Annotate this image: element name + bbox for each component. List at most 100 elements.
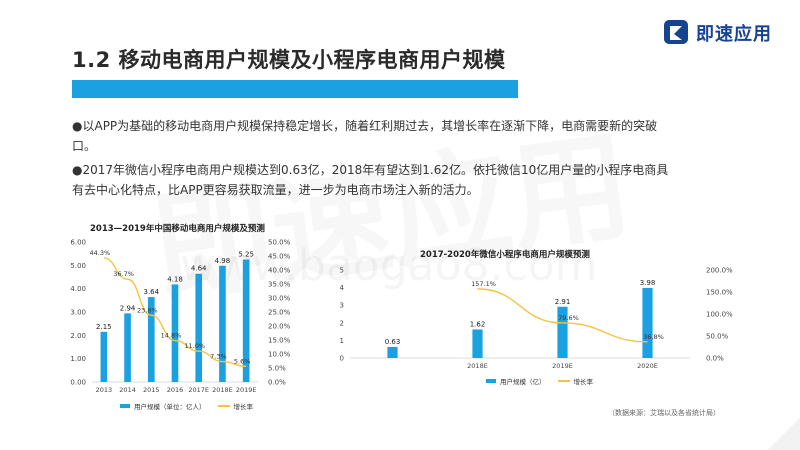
left-axis-tick: 1	[340, 337, 344, 345]
growth-rate-label: 36.8%	[643, 333, 664, 341]
category-label: 2018E	[212, 386, 233, 394]
left-axis-tick: 4	[340, 284, 345, 292]
brand-logo: 即速应用	[662, 14, 792, 50]
right-axis-tick: 0.0%	[268, 379, 286, 387]
bar-value-label: 5.25	[238, 251, 254, 259]
bar-value-label: 3.98	[640, 279, 656, 287]
growth-rate-label: 44.3%	[90, 249, 111, 257]
bar	[100, 331, 108, 382]
right-axis-tick: 0.0%	[706, 355, 724, 363]
bar-value-label: 2.94	[120, 304, 136, 312]
bar-value-label: 4.64	[191, 265, 207, 273]
bullet-list: ●以APP为基础的移动电商用户规模保持稳定增长，随着红利期过去，其增长率在逐渐下…	[72, 116, 672, 204]
chart1-title: 2013—2019年中国移动电商用户规模及预测	[90, 224, 265, 234]
legend-line-swatch	[557, 380, 570, 382]
left-axis-tick: 0	[340, 355, 344, 363]
right-axis-tick: 45.0%	[268, 253, 291, 261]
legend-bar-label: 用户规模（亿）	[500, 378, 546, 386]
growth-rate-label: 7.3%	[210, 353, 227, 361]
growth-rate-label: 157.1%	[471, 280, 496, 288]
bar-value-label: 2.15	[96, 323, 112, 331]
legend-line-label: 增长率	[573, 378, 594, 386]
left-axis-tick: 1.00	[70, 355, 86, 363]
bar	[242, 259, 250, 382]
bar-value-label: 3.64	[143, 288, 159, 296]
left-axis-tick: 2	[340, 319, 344, 327]
bar-value-label: 4.18	[167, 275, 183, 283]
right-axis-tick: 150.0%	[706, 289, 733, 297]
chart1-legend: 用户规模（单位：亿人） 增长率	[120, 401, 253, 411]
growth-rate-label: 14.8%	[161, 332, 182, 340]
bar-value-label: 2.91	[555, 298, 571, 306]
right-axis-tick: 100.0%	[706, 311, 733, 319]
right-axis-tick: 5.0%	[268, 365, 286, 373]
right-axis-tick: 200.0%	[706, 267, 733, 275]
data-source-note: （数据来源：艾瑞以及各省统计局）	[608, 409, 720, 417]
right-axis-tick: 30.0%	[268, 295, 291, 303]
bar-value-label: 0.63	[385, 338, 401, 346]
growth-rate-line	[103, 257, 247, 368]
bar	[195, 273, 203, 382]
bullet-text: 2017年微信小程序电商用户规模达到0.63亿，2018年有望达到1.62亿。依…	[72, 163, 669, 197]
bar	[387, 346, 398, 358]
right-axis-tick: 10.0%	[268, 351, 291, 359]
left-axis-tick: 6.00	[70, 239, 86, 247]
title-underline-bar	[72, 80, 518, 98]
growth-rate-label: 5.6%	[234, 357, 251, 365]
growth-rate-label: 79.6%	[558, 314, 579, 322]
right-axis-tick: 40.0%	[268, 267, 291, 275]
category-label: 2019E	[236, 386, 257, 394]
left-axis-tick: 2.00	[70, 332, 86, 340]
right-axis-tick: 50.0%	[706, 333, 729, 341]
bullet-dot: ●	[72, 119, 83, 133]
page-corner	[760, 410, 800, 450]
bar-value-label: 4.98	[215, 257, 231, 265]
right-axis-tick: 50.0%	[268, 239, 291, 247]
category-label: 2017E	[188, 386, 209, 394]
bar	[171, 284, 179, 382]
bar	[472, 329, 483, 358]
page-title-wrap: 1.2 移动电商用户规模及小程序电商用户规模	[72, 44, 506, 74]
bullet-text: 以APP为基础的移动电商用户规模保持稳定增长，随着红利期过去，其增长率在逐渐下降…	[72, 119, 658, 153]
growth-rate-label: 23.8%	[137, 306, 158, 314]
chart1-mobile-ecommerce: 0.00 1.00 2.00 3.00 4.00 5.00 6.00 0.0% 5.0% 10.0…	[70, 239, 291, 395]
legend-line-swatch	[217, 405, 230, 407]
left-axis-tick: 4.00	[70, 285, 86, 293]
bar	[642, 287, 653, 358]
chart2-miniprogram-ecommerce: 0123450.0%50.0%100.0%150.0%200.0%0.631.6…	[340, 267, 734, 371]
bullet-item: ●以APP为基础的移动电商用户规模保持稳定增长，随着红利期过去，其增长率在逐渐下…	[72, 116, 672, 156]
bullet-dot: ●	[72, 163, 83, 177]
right-axis-tick: 35.0%	[268, 281, 291, 289]
logo-icon	[664, 20, 688, 44]
bar	[557, 306, 568, 358]
growth-rate-label: 36.7%	[113, 270, 134, 278]
left-axis-tick: 5	[340, 267, 344, 275]
category-label: 2020E	[637, 362, 658, 370]
legend-bar-swatch	[486, 379, 496, 383]
category-label: 2016	[167, 386, 184, 394]
right-axis-tick: 15.0%	[268, 337, 291, 345]
category-label: 2018E	[467, 362, 488, 370]
bar-value-label: 1.62	[470, 320, 486, 328]
left-axis-tick: 0.00	[70, 379, 86, 387]
left-axis-tick: 3	[340, 302, 344, 310]
bar	[219, 265, 226, 382]
bullet-item: ●2017年微信小程序电商用户规模达到0.63亿，2018年有望达到1.62亿。…	[72, 160, 672, 200]
chart2-legend: 用户规模（亿） 增长率	[486, 376, 593, 386]
bar	[147, 297, 155, 382]
category-label: 2019E	[552, 362, 573, 370]
logo-text: 即速应用	[696, 24, 772, 45]
left-axis-tick: 5.00	[70, 262, 86, 270]
growth-rate-line	[477, 288, 648, 343]
category-label: 2013	[96, 386, 113, 394]
right-axis-tick: 25.0%	[268, 309, 291, 317]
legend-bar-swatch	[120, 404, 130, 408]
growth-rate-label: 11.0%	[184, 342, 205, 350]
category-label: 2014	[119, 386, 136, 394]
legend-line-label: 增长率	[233, 403, 254, 411]
chart2-title: 2017-2020年微信小程序电商用户规模预测	[420, 250, 590, 260]
page-title: 1.2 移动电商用户规模及小程序电商用户规模	[72, 48, 506, 72]
category-label: 2015	[143, 386, 160, 394]
left-axis-tick: 3.00	[70, 309, 86, 317]
legend-bar-label: 用户规模（单位：亿人）	[134, 403, 206, 411]
